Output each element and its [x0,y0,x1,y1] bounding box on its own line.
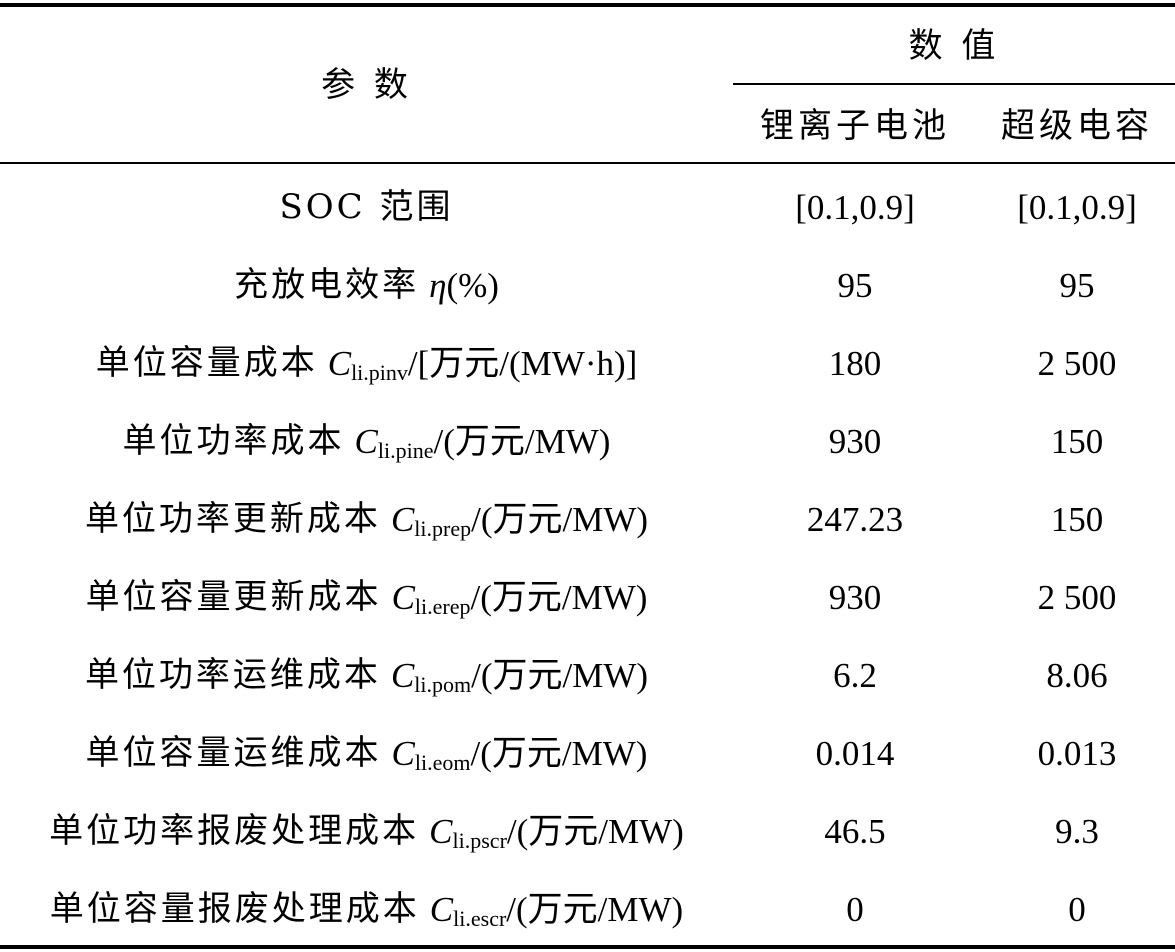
param-symbol: C [327,343,352,383]
param-unit: /(万元/MW) [433,421,611,461]
row-supercap-value-7: 0.013 [1037,733,1117,773]
table-bottom-rule [0,945,1175,949]
row-supercap-value-4: 150 [1050,499,1104,539]
param-name: 单位容量运维成本 [85,733,382,773]
param-symbol: η [429,265,447,305]
param-unit: /(万元/MW) [471,499,649,539]
param-subscript: li.escr [453,906,507,931]
param-unit: /(万元/MW) [470,577,648,617]
row-supercap-value-0: [0.1,0.9] [1017,187,1137,227]
row-supercap-value-9: 0 [1068,889,1086,929]
param-subscript: li.pine [377,438,434,463]
row-li-ion-value-8: 46.5 [824,811,886,851]
param-unit: /(万元/MW) [506,889,684,929]
header-li-ion: 锂离子电池 [760,106,950,146]
param-subscript: li.prep [414,516,472,541]
param-name: SOC 范围 [279,187,454,227]
param-unit: /(万元/MW) [471,655,649,695]
param-unit: /(万元/MW) [470,733,648,773]
param-name: 单位功率成本 [122,421,345,461]
header-values: 数 值 [908,26,1000,66]
row-param-1: 充放电效率 η (%) [0,250,733,320]
table-top-rule [0,3,1175,7]
param-name: 单位功率报废处理成本 [49,811,420,851]
header-bottom-rule [0,162,1175,164]
param-name: 单位功率运维成本 [84,655,381,695]
row-li-ion-value-1: 95 [837,265,873,305]
param-subscript: li.eom [414,750,471,775]
param-unit: /[万元/(MW·h)] [407,343,638,383]
param-subscript: li.pinv [351,360,408,385]
param-symbol: C [391,733,415,773]
param-name: 充放电效率 [234,265,420,305]
param-symbol: C [429,811,453,851]
param-subscript: li.pscr [452,828,507,853]
row-li-ion-value-3: 930 [828,421,882,461]
row-li-ion-value-9: 0 [846,889,864,929]
row-li-ion-value-4: 247.23 [806,499,904,539]
param-symbol: C [429,889,454,929]
param-symbol: C [390,655,415,695]
param-symbol: C [390,499,415,539]
param-name: 单位容量成本 [95,343,318,383]
param-name: 单位功率更新成本 [84,499,381,539]
param-symbol: C [391,577,415,617]
row-supercap-value-5: 2 500 [1037,577,1117,617]
row-param-0: SOC 范围 [0,172,733,242]
header-supercap: 超级电容 [1001,106,1153,146]
row-supercap-value-6: 8.06 [1046,655,1108,695]
header-param: 参 数 [321,65,412,105]
param-name: 单位容量更新成本 [85,577,382,617]
row-supercap-value-3: 150 [1050,421,1104,461]
param-name: 单位容量报废处理成本 [49,889,420,929]
row-li-ion-value-0: [0.1,0.9] [795,187,915,227]
row-li-ion-value-6: 6.2 [833,655,877,695]
row-li-ion-value-5: 930 [828,577,882,617]
row-supercap-value-8: 9.3 [1055,811,1099,851]
row-supercap-value-2: 2 500 [1037,343,1117,383]
values-header-rule [733,83,1175,85]
row-li-ion-value-2: 180 [828,343,882,383]
param-unit: (%) [446,265,499,305]
row-li-ion-value-7: 0.014 [815,733,895,773]
param-subscript: li.pom [414,672,472,697]
param-subscript: li.erep [414,594,471,619]
row-supercap-value-1: 95 [1059,265,1095,305]
param-symbol: C [354,421,378,461]
param-unit: /(万元/MW) [506,811,684,851]
